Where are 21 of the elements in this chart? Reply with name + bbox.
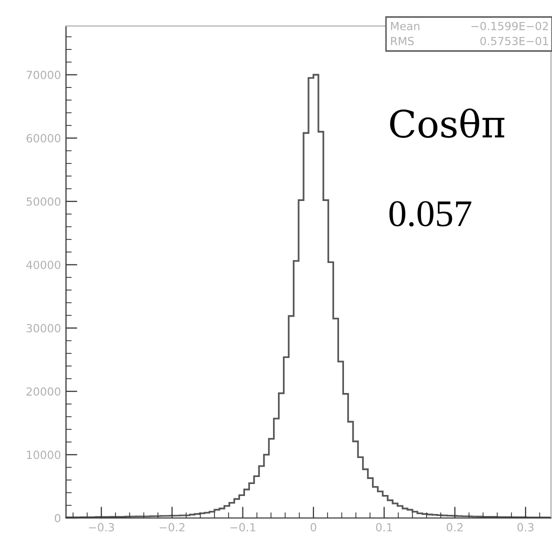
- x-tick-label: −0.2: [160, 523, 184, 532]
- y-tick-label: 70000: [26, 70, 60, 80]
- y-tick-label: 0: [54, 514, 60, 522]
- x-tick-label: −0.1: [230, 523, 256, 532]
- x-tick-label: −0.3: [89, 523, 114, 532]
- y-tick-label: 10000: [27, 450, 60, 460]
- x-tick-label: 0.2: [446, 523, 463, 532]
- y-tick-label: 20000: [26, 387, 60, 396]
- annotation: RMS: [391, 36, 414, 46]
- annotation: −0.1599E−02: [472, 22, 548, 30]
- annotation: Mean: [391, 22, 420, 30]
- y-tick-label: 30000: [26, 324, 60, 332]
- annotation: 0.5753E−01: [480, 36, 548, 46]
- y-tick-label: 40000: [26, 260, 60, 270]
- x-tick-label: 0.3: [517, 523, 534, 532]
- x-tick-label: 0: [310, 523, 316, 532]
- y-tick-label: 50000: [26, 197, 60, 206]
- y-tick-label: 60000: [26, 134, 60, 142]
- x-tick-label: 0.1: [376, 523, 392, 532]
- annotation: Cosθπ: [390, 108, 504, 138]
- annotation: 0.057: [389, 201, 472, 227]
